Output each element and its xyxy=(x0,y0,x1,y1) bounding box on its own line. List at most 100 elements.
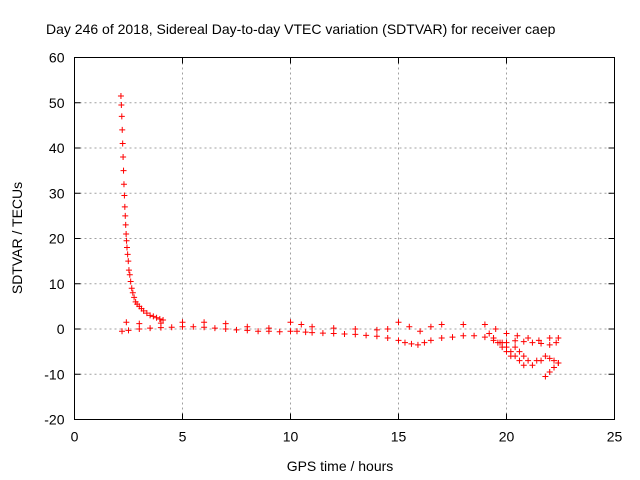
data-point xyxy=(384,326,391,332)
data-point xyxy=(118,113,125,120)
data-point xyxy=(395,337,402,344)
data-point xyxy=(503,344,510,351)
data-point xyxy=(287,328,294,335)
data-point xyxy=(309,329,316,336)
y-tick-label: -10 xyxy=(44,366,64,382)
data-point xyxy=(119,328,126,335)
y-tick-label: -20 xyxy=(44,412,64,428)
data-point xyxy=(373,333,380,340)
data-point xyxy=(395,319,402,326)
data-point xyxy=(516,357,523,364)
x-tick-label: 25 xyxy=(607,429,623,445)
data-point xyxy=(438,335,445,342)
data-point xyxy=(157,320,164,327)
data-point xyxy=(117,92,124,99)
data-point xyxy=(143,310,150,317)
data-point xyxy=(414,341,421,348)
data-point xyxy=(401,339,408,346)
data-point xyxy=(520,353,527,360)
chart-title: Day 246 of 2018, Sidereal Day-to-day VTE… xyxy=(46,21,556,37)
data-point xyxy=(129,289,136,296)
x-tick-label: 0 xyxy=(71,429,79,445)
data-point xyxy=(507,348,514,355)
data-point xyxy=(546,335,553,342)
data-point xyxy=(309,323,316,330)
data-point xyxy=(406,323,413,330)
data-point xyxy=(136,320,143,327)
data-point xyxy=(156,316,163,323)
data-point xyxy=(486,330,493,337)
data-point xyxy=(120,154,127,161)
data-point xyxy=(120,181,127,188)
data-point xyxy=(222,320,229,327)
data-point xyxy=(123,237,130,244)
y-axis-label: SDTVAR / TECUs xyxy=(9,182,25,294)
data-point xyxy=(293,328,300,335)
data-point xyxy=(546,341,553,348)
data-point xyxy=(233,326,240,333)
y-tick-label: 10 xyxy=(49,276,65,292)
x-tick-label: 20 xyxy=(499,429,515,445)
data-point xyxy=(276,328,283,335)
data-point xyxy=(529,362,536,369)
data-point xyxy=(449,334,456,341)
data-point xyxy=(481,321,488,328)
data-point xyxy=(123,319,130,326)
data-point xyxy=(126,271,133,278)
data-point xyxy=(125,327,132,334)
data-point xyxy=(512,337,519,344)
data-point xyxy=(119,140,126,147)
data-points xyxy=(117,92,562,380)
data-point xyxy=(427,337,434,344)
data-point xyxy=(265,325,272,332)
data-point xyxy=(119,126,126,133)
data-point xyxy=(503,330,510,337)
data-point xyxy=(512,353,519,360)
data-point xyxy=(525,335,532,342)
data-point xyxy=(417,328,424,335)
data-point xyxy=(555,359,562,366)
data-point xyxy=(516,348,523,355)
data-point xyxy=(538,357,545,364)
data-point xyxy=(168,324,175,331)
y-tick-label: 50 xyxy=(49,95,65,111)
data-point xyxy=(147,325,154,332)
data-point xyxy=(179,319,186,326)
data-point xyxy=(211,325,218,332)
y-tick-label: 0 xyxy=(57,321,65,337)
data-point xyxy=(127,278,134,285)
data-point xyxy=(352,326,359,332)
data-point xyxy=(122,212,129,219)
data-point xyxy=(555,335,562,342)
data-point xyxy=(298,321,305,328)
data-point xyxy=(438,321,445,328)
data-point xyxy=(542,373,549,380)
x-axis-label: GPS time / hours xyxy=(287,458,394,474)
data-point xyxy=(244,323,251,330)
data-point xyxy=(551,364,558,371)
data-point xyxy=(421,339,428,346)
data-point xyxy=(499,339,506,346)
data-point xyxy=(330,325,337,332)
axis-ticks: 0 5 10 15 20 25 -20 -10 0 10 20 30 40 50 60 xyxy=(44,50,622,445)
data-point xyxy=(222,326,229,332)
data-point xyxy=(125,267,132,274)
data-point xyxy=(124,251,131,258)
data-point xyxy=(123,244,130,251)
data-point xyxy=(121,203,128,210)
data-point xyxy=(512,344,519,351)
data-point xyxy=(319,330,326,337)
data-point xyxy=(408,340,415,347)
data-point xyxy=(136,326,143,332)
data-point xyxy=(287,319,294,326)
data-point xyxy=(529,339,536,346)
data-point xyxy=(147,312,154,319)
data-point xyxy=(481,334,488,341)
x-tick-label: 10 xyxy=(283,429,299,445)
data-point xyxy=(140,307,147,314)
data-point xyxy=(302,329,309,336)
data-point xyxy=(118,102,125,109)
data-point xyxy=(120,167,127,174)
y-tick-label: 60 xyxy=(49,50,65,66)
data-point xyxy=(551,357,558,364)
